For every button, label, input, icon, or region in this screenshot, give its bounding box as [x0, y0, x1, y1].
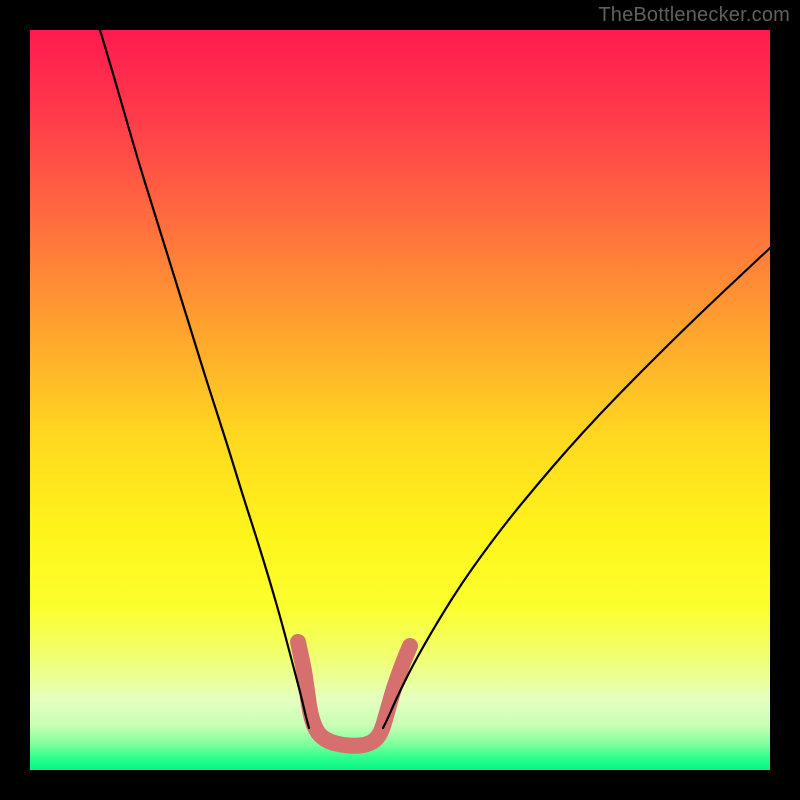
watermark-text: TheBottleneсker.com [598, 4, 790, 27]
chart-svg [0, 0, 800, 800]
chart-canvas: TheBottleneсker.com [0, 0, 800, 800]
